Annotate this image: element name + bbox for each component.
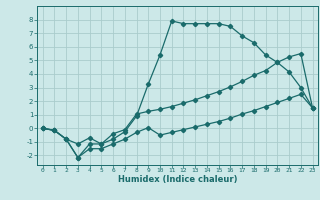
X-axis label: Humidex (Indice chaleur): Humidex (Indice chaleur) bbox=[118, 175, 237, 184]
